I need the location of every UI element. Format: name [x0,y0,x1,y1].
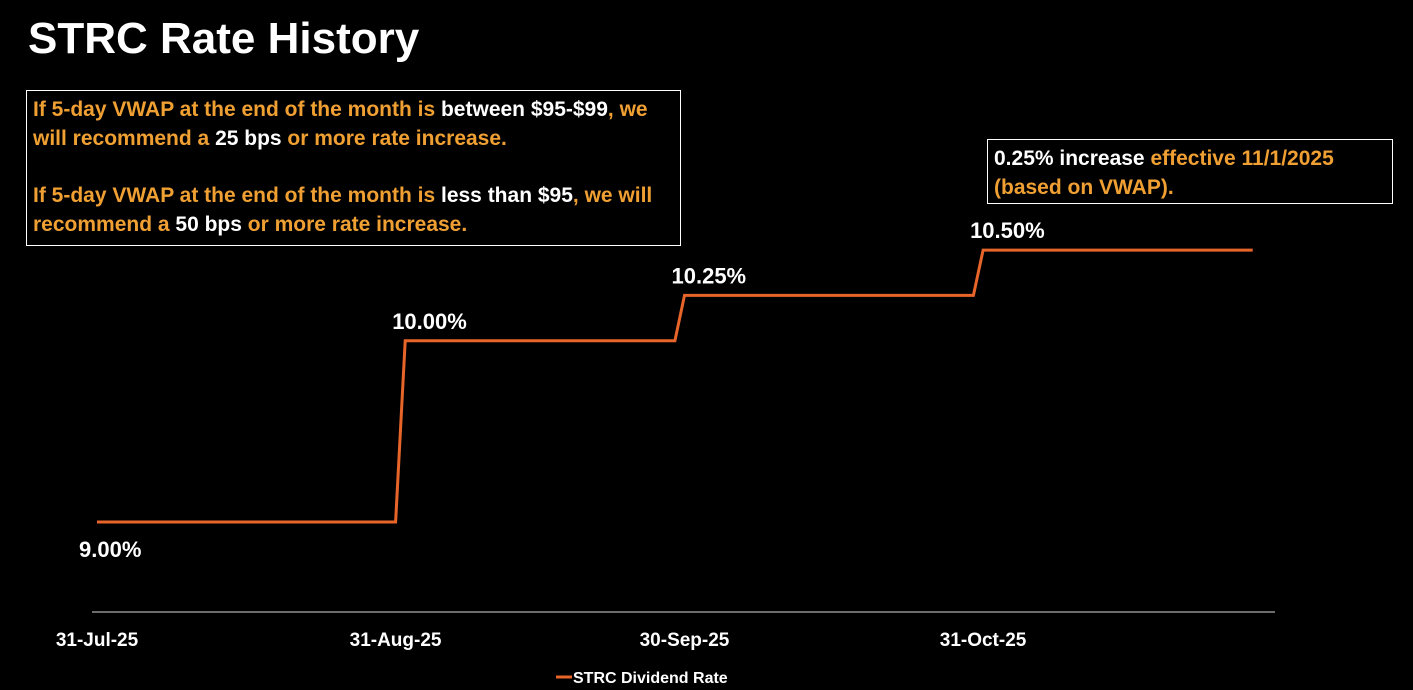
policy-para-2-run: less than $95 [440,184,573,207]
policy-para-1-run: 25 bps [215,127,282,150]
data-label: 10.25% [672,263,747,288]
x-tick-label: 31-Oct-25 [940,630,1027,651]
policy-para-2-run: , [572,184,579,207]
series-line-strc-dividend-rate [97,248,1253,524]
policy-para-1-run: If 5-day VWAP at the end of the month is [33,98,441,121]
data-label: 10.00% [392,309,467,334]
page-title: STRC Rate History [28,14,420,63]
x-tick-label: 30-Sep-25 [640,630,730,651]
increase-note: 0.25% increase effective 11/1/2025 (base… [987,139,1393,204]
data-label: 9.00% [79,537,141,562]
x-tick-label: 31-Aug-25 [350,630,442,651]
policy-para-2-run: If 5-day VWAP at the end of the month is [33,184,441,207]
x-tick-label: 31-Jul-25 [56,630,139,651]
policy-para-1-run: between $95-$99 [440,98,608,121]
data-label: 10.50% [970,218,1045,243]
policy-para-2-run: we will recommend a [33,184,653,236]
legend-label: STRC Dividend Rate [573,670,728,687]
policy-para-1-run: or more rate increase. [281,127,507,150]
policy-para-2-run: 50 bps [175,213,242,236]
vwap-policy-note: If 5-day VWAP at the end of the month is… [26,90,681,246]
policy-para-1: If 5-day VWAP at the end of the month is… [33,95,674,153]
increase-note-run: 0.25% increase [994,147,1151,170]
increase-note-run: effective 11/1/2025 (based on VWAP). [994,147,1334,199]
policy-para-2-run: or more rate increase. [241,213,468,236]
increase-note-text: 0.25% increase effective 11/1/2025 (base… [994,144,1386,202]
policy-para-1-run: , we will recommend a [33,98,648,150]
policy-para-2: If 5-day VWAP at the end of the month is… [33,181,674,239]
